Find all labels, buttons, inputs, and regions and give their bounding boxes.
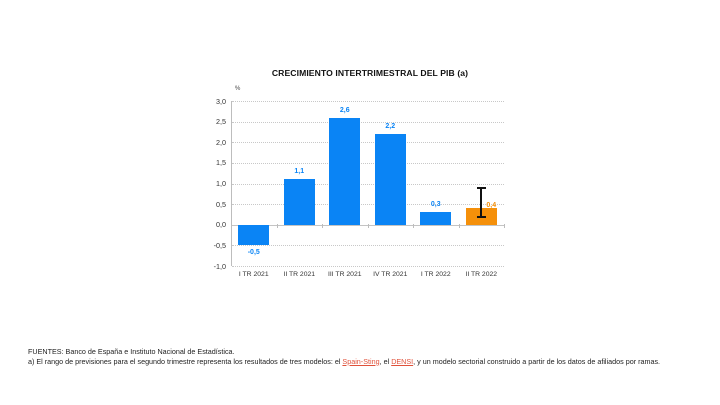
bar <box>329 117 361 225</box>
chart-title: CRECIMIENTO INTERTRIMESTRAL DEL PIB (a) <box>271 68 469 78</box>
y-tick-label: 0,0 <box>216 220 226 230</box>
y-axis-line <box>231 101 232 266</box>
gridline <box>232 121 504 123</box>
x-tick-mark <box>504 223 505 228</box>
y-tick-label: 3,0 <box>216 96 226 106</box>
error-bar-cap-low <box>476 215 486 218</box>
gridline <box>232 204 504 206</box>
gridline <box>232 183 504 185</box>
bar <box>238 224 270 246</box>
error-bar-line <box>480 187 483 217</box>
x-tick-mark <box>458 223 460 228</box>
x-tick-mark <box>276 223 278 228</box>
bar-value-label: 1,1 <box>294 168 305 176</box>
y-tick-label: 2,0 <box>216 137 226 147</box>
x-tick-mark <box>322 223 323 228</box>
spain-sting-link[interactable]: Spain-Sting <box>342 356 380 366</box>
x-tick-mark <box>413 223 414 228</box>
x-tick-mark <box>367 223 369 228</box>
bar <box>283 179 315 225</box>
sources-note: FUENTES: Banco de España e Instituto Nac… <box>28 347 235 356</box>
y-tick-label: 1,0 <box>216 179 226 188</box>
densi-link[interactable]: DENSI <box>391 356 414 366</box>
bar-value-label: -0,5 <box>247 249 260 257</box>
x-tick-label: I TR 2021 <box>238 271 269 278</box>
bar-value-label: 0,3 <box>430 201 441 209</box>
bar <box>420 212 452 225</box>
bar-value-label: 2,6 <box>339 106 350 114</box>
x-tick-label: IV TR 2021 <box>373 271 408 278</box>
range-note-suffix: , y un modelo sectorial construido a par… <box>413 356 661 366</box>
range-note: a) El rango de previsiones para el segun… <box>28 357 660 367</box>
y-tick-label: 1,5 <box>216 158 226 168</box>
bar-value-label: 0,4 <box>486 202 497 210</box>
error-bar-cap-high <box>476 186 486 189</box>
gridline <box>232 266 504 267</box>
x-tick-label: II TR 2022 <box>465 271 498 278</box>
y-tick-label: 2,5 <box>216 117 226 127</box>
y-tick-label: 0,5 <box>216 199 226 209</box>
footnotes: FUENTES: Banco de España e Instituto Nac… <box>28 347 660 366</box>
y-tick-label: -1,0 <box>213 261 226 271</box>
x-tick-mark <box>231 223 232 228</box>
gridline <box>232 142 504 144</box>
gridline <box>232 101 504 102</box>
gridline <box>232 162 504 164</box>
y-axis-unit: % <box>235 86 241 92</box>
x-tick-label: I TR 2022 <box>420 271 451 278</box>
x-tick-label: II TR 2021 <box>283 271 316 278</box>
range-note-text: a) El rango de previsiones para el segun… <box>28 356 343 366</box>
range-note-sep: , el <box>379 356 392 366</box>
bar-value-label: 2,2 <box>385 123 396 130</box>
bar <box>374 134 406 225</box>
x-tick-label: III TR 2021 <box>328 271 362 278</box>
gridline <box>232 245 504 247</box>
y-tick-label: -0,5 <box>213 240 226 250</box>
